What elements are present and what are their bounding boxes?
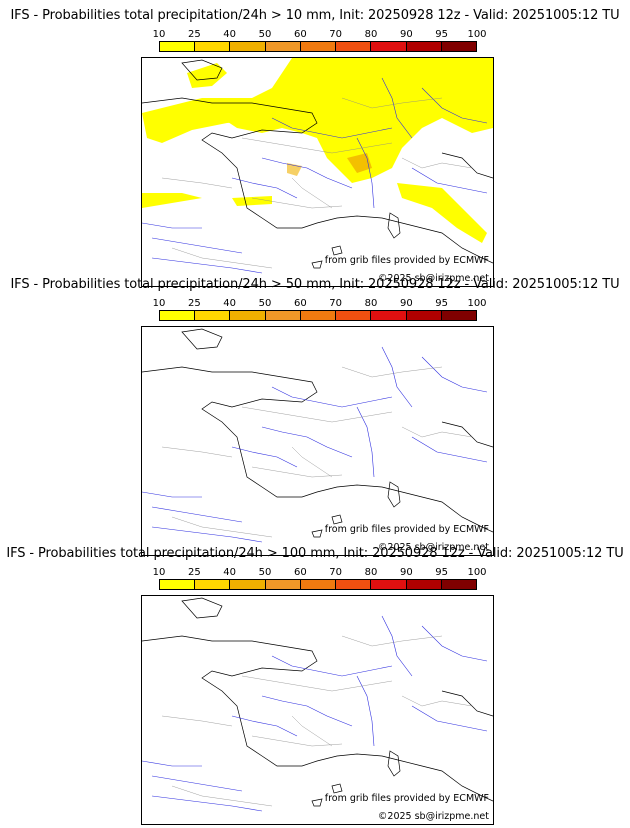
colorbar-segment [195,311,231,320]
colorbar-segment [441,42,476,51]
colorbar-tick-label: 90 [399,567,413,578]
colorbar-segment [265,42,301,51]
precip-area-channel [142,98,282,143]
probability-map: from grib files provided by ECMWF ©2025 … [141,326,494,556]
colorbar-tick-label: 80 [364,298,378,309]
colorbar-tick-label: 70 [329,298,343,309]
colorbar-tick-label: 10 [152,298,166,309]
precip-area-south [142,193,202,208]
colorbar-segment [336,580,372,589]
coastlines [142,328,493,538]
colorbar-tick-label: 25 [187,567,201,578]
colorbar-tick-label: 60 [293,298,307,309]
colorbar-tick-label: 70 [329,567,343,578]
colorbar-segment [160,42,196,51]
credit-text: from grib files provided by ECMWF [324,524,489,535]
colorbar-segment [160,580,196,589]
colorbar-tick-label: 70 [329,29,343,40]
map-canvas [142,58,493,274]
colorbar-tick-label: 40 [223,567,237,578]
colorbar-tick-label: 90 [399,29,413,40]
colorbar-segment [195,42,231,51]
colorbar-tick-label: 60 [293,29,307,40]
colorbar-segment [441,311,476,320]
copyright-text: ©2025 sb@irizpme.net [377,811,489,822]
colorbar-tick-label: 100 [467,29,487,40]
precip-area-north [212,58,493,183]
colorbar-segment [230,311,266,320]
colorbar [159,579,477,590]
colorbar-tick-label: 80 [364,567,378,578]
map-canvas [142,597,493,812]
rivers [142,615,488,812]
colorbar-segment [406,311,442,320]
precip-area-alps [287,163,302,176]
rivers [142,346,488,543]
colorbar-tick-label: 10 [152,567,166,578]
colorbar-segment [371,580,407,589]
admin-borders [161,635,473,807]
colorbar-segment [230,580,266,589]
credit-text: from grib files provided by ECMWF [324,255,489,266]
colorbar-segment [371,311,407,320]
colorbar-segment [265,311,301,320]
panel-title: IFS - Probabilities total precipitation/… [10,277,620,292]
panel-title: IFS - Probabilities total precipitation/… [6,546,624,561]
colorbar-tick-label: 95 [435,29,449,40]
colorbar-segment [441,580,476,589]
colorbar [159,310,477,321]
panel-50mm: IFS - Probabilities total precipitation/… [0,277,630,556]
colorbar-tick-label: 25 [187,29,201,40]
panel-100mm: IFS - Probabilities total precipitation/… [0,546,630,825]
colorbar-labels: 10 25 40 50 60 70 80 90 95 100 [153,29,487,41]
colorbar-labels: 10 25 40 50 60 70 80 90 95 100 [153,567,487,579]
colorbar [159,41,477,52]
colorbar-segment [265,580,301,589]
colorbar-segment [371,42,407,51]
colorbar-segment [195,580,231,589]
colorbar-tick-label: 100 [467,298,487,309]
colorbar-tick-label: 95 [435,567,449,578]
colorbar-segment [300,580,337,589]
colorbar-tick-label: 100 [467,567,487,578]
map-canvas [142,328,493,543]
colorbar-segment [406,42,442,51]
precip-area-sw [232,196,272,206]
admin-borders [161,97,473,269]
colorbar-segment [336,42,372,51]
precip-area-center [347,153,372,173]
colorbar-tick-label: 10 [152,29,166,40]
credit-text: from grib files provided by ECMWF [324,793,489,804]
precip-area-se [397,183,487,243]
colorbar-labels: 10 25 40 50 60 70 80 90 95 100 [153,298,487,310]
colorbar-tick-label: 95 [435,298,449,309]
colorbar-tick-label: 25 [187,298,201,309]
colorbar-tick-label: 80 [364,29,378,40]
colorbar-tick-label: 60 [293,567,307,578]
colorbar-tick-label: 40 [223,29,237,40]
colorbar-segment [300,311,337,320]
colorbar-tick-label: 50 [258,29,272,40]
colorbar-tick-label: 50 [258,567,272,578]
probability-map: from grib files provided by ECMWF ©2025 … [141,595,494,825]
copyright-text: ©2025 sb@irizpme.net [377,542,489,553]
panel-10mm: IFS - Probabilities total precipitation/… [0,8,630,287]
colorbar-tick-label: 50 [258,298,272,309]
colorbar-tick-label: 90 [399,298,413,309]
colorbar-segment [300,42,337,51]
colorbar-segment [230,42,266,51]
colorbar-segment [160,311,196,320]
coastlines [142,59,493,269]
colorbar-tick-label: 40 [223,298,237,309]
panel-title: IFS - Probabilities total precipitation/… [10,8,620,23]
copyright-text: ©2025 sb@irizpme.net [377,273,489,284]
coastlines [142,597,493,807]
colorbar-segment [406,580,442,589]
probability-map: from grib files provided by ECMWF ©2025 … [141,57,494,287]
colorbar-segment [336,311,372,320]
precip-area-nw [187,63,227,88]
admin-borders [161,366,473,538]
